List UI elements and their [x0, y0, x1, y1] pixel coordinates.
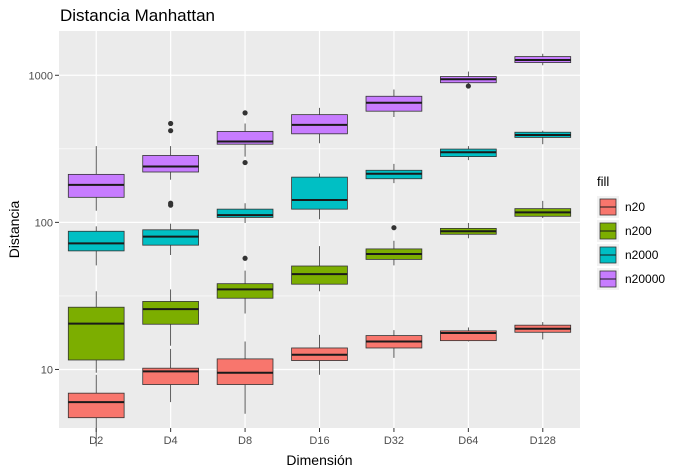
n20-box — [216, 358, 274, 385]
n2000-outlier — [168, 200, 174, 206]
x-tick-label: D128 — [530, 435, 556, 447]
x-tick-label: D64 — [458, 435, 478, 447]
chart-title: Distancia Manhattan — [60, 6, 215, 25]
n20-box — [440, 330, 497, 342]
n200-box — [142, 301, 199, 325]
x-tick-label: D4 — [164, 435, 178, 447]
n200-box — [67, 306, 125, 361]
legend-label-n20000: n20000 — [625, 272, 665, 286]
legend-label-n2000: n2000 — [625, 248, 659, 262]
x-tick-label: D8 — [238, 435, 252, 447]
n20000-outlier — [242, 110, 248, 116]
n2000-box — [291, 176, 348, 210]
x-tick-label: D16 — [309, 435, 329, 447]
n200-outlier — [242, 255, 248, 261]
legend-label-n20: n20 — [625, 200, 645, 214]
n2000-box — [67, 230, 125, 252]
n2000-box — [216, 208, 274, 218]
n20000-box — [67, 173, 125, 198]
n20000-outlier — [168, 120, 174, 127]
n200-box — [291, 265, 348, 285]
n200-outlier — [391, 225, 397, 231]
n200-box — [216, 283, 274, 299]
y-tick-label: 1000 — [29, 70, 53, 82]
y-tick-label: 10 — [41, 364, 53, 376]
y-axis-title: Distancia — [6, 201, 22, 259]
x-tick-label: D32 — [384, 435, 404, 447]
legend-title: fill — [597, 174, 609, 189]
x-axis-title: Dimensión — [286, 452, 352, 468]
n20-box — [67, 392, 125, 419]
legend-label-n200: n200 — [625, 224, 652, 238]
n20000-outlier — [242, 159, 248, 166]
n20000-outlier — [465, 83, 471, 89]
n20000-box — [142, 155, 199, 173]
y-tick-label: 100 — [35, 217, 53, 229]
n20000-outlier — [168, 128, 174, 134]
